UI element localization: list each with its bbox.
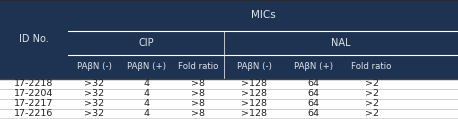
Text: PAβN (+): PAβN (+) [294,62,333,71]
Text: 4: 4 [143,89,149,98]
Text: CIP: CIP [138,38,154,48]
Text: 64: 64 [307,79,319,88]
Text: 64: 64 [307,99,319,108]
Text: >32: >32 [84,109,104,118]
Text: ID No.: ID No. [19,34,49,44]
Text: >2: >2 [365,79,379,88]
Text: 17-2218: 17-2218 [14,79,54,88]
Text: Fold ratio: Fold ratio [178,62,218,71]
Text: >32: >32 [84,79,104,88]
Text: PAβN (-): PAβN (-) [237,62,272,71]
Text: PAβN (+): PAβN (+) [126,62,166,71]
Bar [0,0,458,31]
Text: >32: >32 [84,89,104,98]
Text: MICs: MICs [251,10,275,20]
Text: 64: 64 [307,109,319,118]
Bar [0,55,458,79]
Bar [0,109,458,119]
Text: >128: >128 [241,99,267,108]
Bar [0,79,458,89]
Text: >2: >2 [365,99,379,108]
Bar [0,99,458,109]
Text: >32: >32 [84,99,104,108]
Text: >128: >128 [241,109,267,118]
Bar [0,31,458,55]
Text: 64: 64 [307,89,319,98]
Text: >8: >8 [191,89,205,98]
Text: 17-2204: 17-2204 [14,89,54,98]
Text: >2: >2 [365,89,379,98]
Text: 4: 4 [143,99,149,108]
Text: >8: >8 [191,79,205,88]
Text: >8: >8 [191,109,205,118]
Text: 4: 4 [143,79,149,88]
Text: >2: >2 [365,109,379,118]
Text: PAβN (-): PAβN (-) [76,62,112,71]
Bar [0,89,458,99]
Text: 4: 4 [143,109,149,118]
Text: >128: >128 [241,89,267,98]
Text: Fold ratio: Fold ratio [351,62,392,71]
Text: >128: >128 [241,79,267,88]
Text: 17-2217: 17-2217 [14,99,54,108]
Text: >8: >8 [191,99,205,108]
Text: NAL: NAL [332,38,351,48]
Text: 17-2216: 17-2216 [14,109,54,118]
